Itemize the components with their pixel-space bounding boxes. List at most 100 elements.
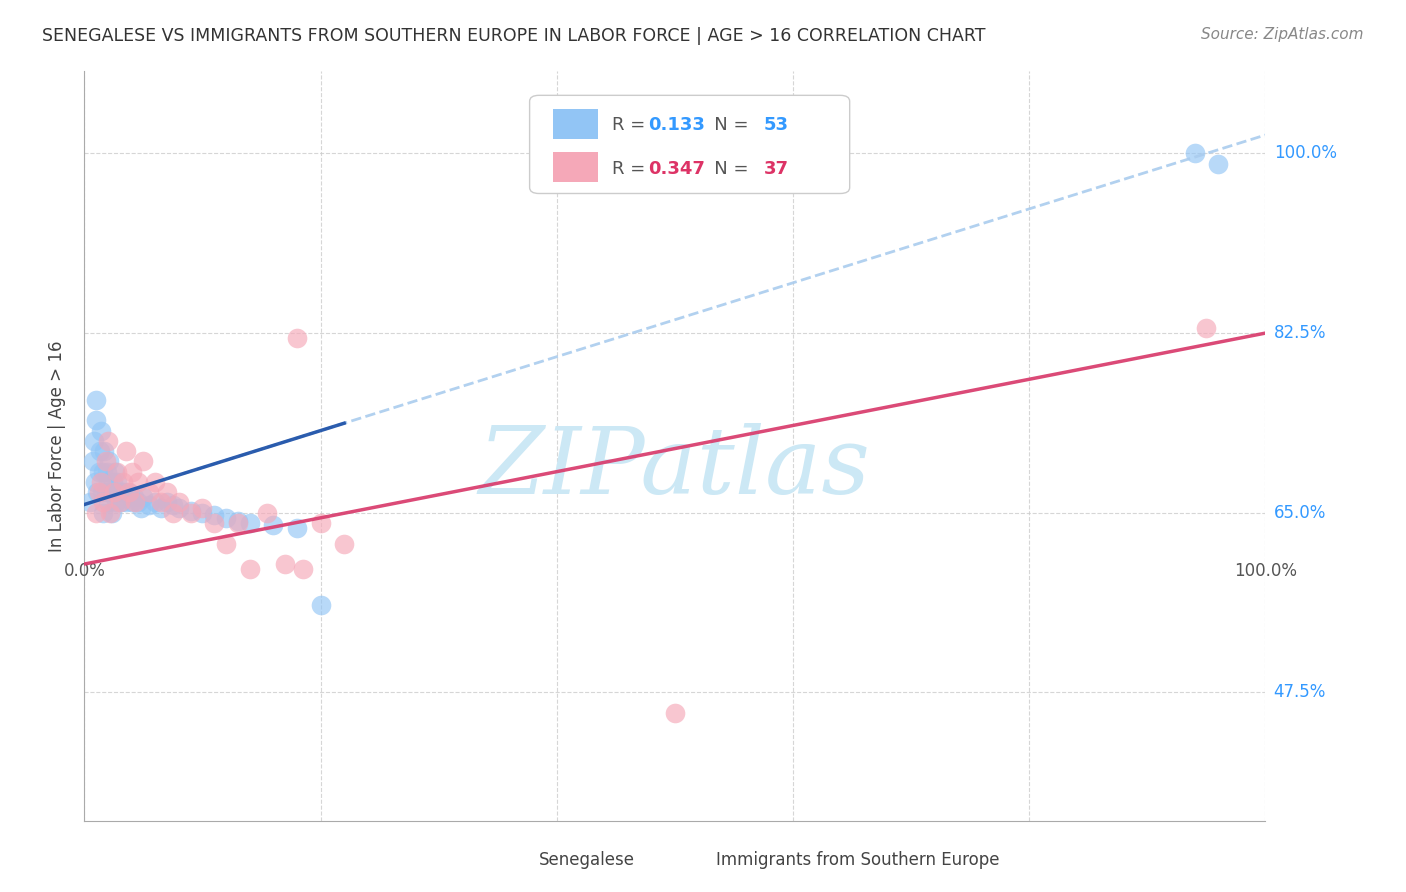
Point [162, 498, 184, 512]
Point [167, 495, 190, 509]
Point [93, 444, 115, 458]
Point [90, 424, 112, 438]
Point [108, 495, 131, 509]
Point [239, 562, 262, 576]
Point [86, 485, 108, 500]
Point [121, 495, 143, 509]
Point [84, 413, 107, 427]
Point [118, 485, 141, 500]
Point [1195, 321, 1218, 335]
Point [180, 506, 202, 520]
Text: R =: R = [612, 117, 651, 135]
Point [94, 485, 117, 500]
Point [84, 475, 107, 489]
Point [110, 495, 132, 509]
Text: 100.0%: 100.0% [1234, 562, 1296, 580]
Point [90, 475, 112, 489]
Text: N =: N = [697, 160, 755, 178]
Point [97, 475, 120, 489]
Point [112, 475, 135, 489]
Point [79, 495, 101, 509]
Point [156, 485, 179, 500]
Point [84, 506, 107, 520]
Point [291, 562, 314, 576]
FancyBboxPatch shape [530, 95, 849, 194]
Point [202, 516, 225, 530]
Point [84, 392, 107, 407]
Point [91, 495, 114, 509]
Point [180, 503, 202, 517]
Point [97, 434, 120, 448]
Point [226, 516, 249, 530]
Point [309, 598, 332, 612]
Point [105, 495, 128, 509]
Text: 100.0%: 100.0% [1274, 145, 1337, 162]
FancyBboxPatch shape [553, 109, 598, 139]
Point [89, 444, 111, 458]
Point [333, 536, 356, 550]
Point [122, 491, 145, 505]
Text: R =: R = [612, 160, 651, 178]
Point [112, 485, 135, 500]
Point [114, 444, 136, 458]
Text: 82.5%: 82.5% [1274, 324, 1326, 343]
Point [91, 506, 114, 520]
Point [156, 495, 179, 509]
Point [124, 495, 146, 509]
Point [107, 465, 129, 479]
Text: Senegalese: Senegalese [538, 851, 636, 870]
Point [239, 516, 262, 530]
Text: 37: 37 [763, 160, 789, 178]
Text: 65.0%: 65.0% [1274, 504, 1326, 522]
Point [82, 454, 104, 468]
Point [256, 506, 278, 520]
Point [191, 506, 214, 520]
Point [143, 475, 166, 489]
Point [94, 454, 117, 468]
Y-axis label: In Labor Force | Age > 16: In Labor Force | Age > 16 [48, 340, 66, 552]
Point [132, 491, 155, 505]
Point [91, 485, 114, 500]
FancyBboxPatch shape [486, 850, 531, 871]
Point [1184, 146, 1206, 161]
Point [98, 506, 121, 520]
Text: N =: N = [697, 117, 755, 135]
Point [87, 485, 110, 500]
Point [138, 485, 160, 500]
Text: Immigrants from Southern Europe: Immigrants from Southern Europe [716, 851, 1000, 870]
Point [215, 536, 238, 550]
Point [191, 500, 214, 515]
Point [108, 485, 131, 500]
Point [107, 475, 129, 489]
Point [91, 465, 114, 479]
Point [143, 495, 166, 509]
Point [132, 454, 155, 468]
FancyBboxPatch shape [664, 850, 709, 871]
Point [1206, 157, 1229, 171]
Text: 0.133: 0.133 [648, 117, 704, 135]
Text: 53: 53 [763, 117, 789, 135]
Point [226, 514, 249, 528]
Point [150, 495, 173, 509]
Point [150, 500, 173, 515]
Point [114, 495, 136, 509]
Point [100, 506, 122, 520]
Text: SENEGALESE VS IMMIGRANTS FROM SOUTHERN EUROPE IN LABOR FORCE | AGE > 16 CORRELAT: SENEGALESE VS IMMIGRANTS FROM SOUTHERN E… [42, 27, 986, 45]
Text: Source: ZipAtlas.com: Source: ZipAtlas.com [1201, 27, 1364, 42]
Point [129, 500, 152, 515]
Point [202, 508, 225, 522]
Point [274, 557, 297, 571]
Point [117, 485, 139, 500]
Point [103, 485, 125, 500]
Point [262, 518, 284, 533]
Point [121, 465, 143, 479]
Point [167, 500, 190, 515]
Point [127, 495, 149, 509]
Point [97, 495, 120, 509]
Point [162, 506, 184, 520]
Point [664, 706, 686, 720]
Text: ZIPatlas: ZIPatlas [479, 424, 870, 514]
Point [285, 331, 308, 345]
Point [96, 465, 118, 479]
Point [98, 454, 121, 468]
